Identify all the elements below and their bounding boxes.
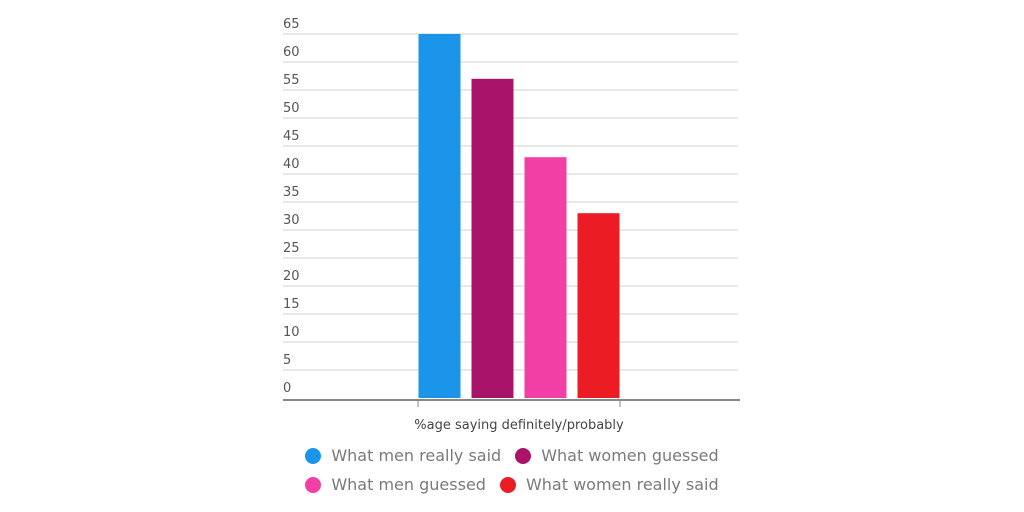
legend-marker [515, 447, 532, 464]
legend-label: What women guessed [541, 446, 719, 465]
y-tick-label: 25 [283, 241, 300, 256]
bar-chart: 0 5 10 15 20 25 30 35 40 45 50 55 60 65 %age saying de… [283, 17, 740, 433]
y-tick-label: 10 [283, 325, 300, 340]
legend-label: What men really said [331, 446, 502, 465]
bar [577, 213, 620, 398]
legend-item-men-guessed[interactable]: What men guessed [305, 475, 486, 494]
y-tick-label: 50 [283, 101, 300, 116]
legend-marker [499, 476, 516, 493]
legend-marker [305, 447, 322, 464]
y-tick-label: 45 [283, 129, 300, 144]
legend-label: What women really said [525, 475, 719, 494]
legend-item-men-really-said[interactable]: What men really said [305, 446, 501, 465]
y-tick-label: 0 [283, 381, 291, 396]
x-category-label: %age saying definitely/probably [414, 418, 624, 433]
legend-row: What men really said What women guessed [305, 446, 719, 465]
y-tick-label: 35 [283, 185, 300, 200]
legend-row: What men guessed What women really said [305, 475, 719, 494]
y-tick-label: 55 [283, 73, 300, 88]
y-tick-label: 20 [283, 269, 300, 284]
y-tick-label: 30 [283, 213, 300, 228]
legend-marker [305, 476, 322, 493]
y-tick-label: 5 [283, 353, 291, 368]
y-tick-label: 15 [283, 297, 300, 312]
y-tick-label: 40 [283, 157, 300, 172]
bar [471, 78, 514, 399]
legend-item-women-really-said[interactable]: What women really said [499, 475, 719, 494]
bar [418, 34, 461, 398]
legend-label: What men guessed [331, 475, 486, 494]
chart-legend: What men really said What women guessed … [0, 446, 1024, 494]
y-tick-label: 65 [283, 17, 300, 32]
bar [524, 157, 567, 398]
y-tick-label: 60 [283, 45, 300, 60]
legend-item-women-guessed[interactable]: What women guessed [515, 446, 719, 465]
